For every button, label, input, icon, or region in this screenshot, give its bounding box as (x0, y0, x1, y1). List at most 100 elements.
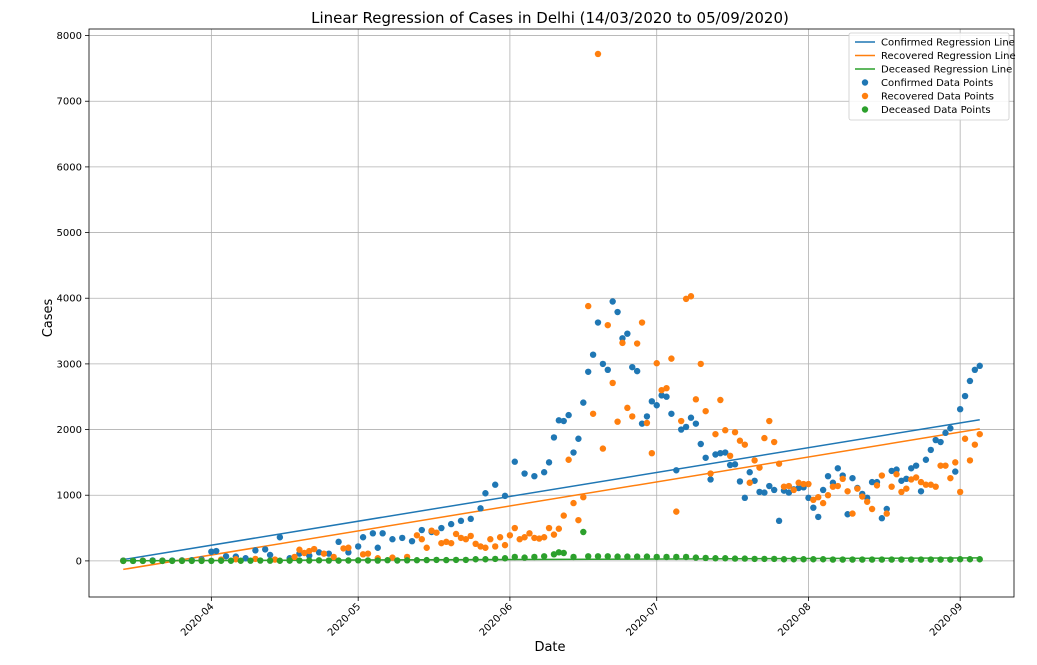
data-point (169, 557, 176, 565)
data-point (624, 404, 631, 412)
data-point (462, 536, 470, 543)
y-tick-label: 1000 (57, 491, 82, 502)
chart-title: Linear Regression of Cases in Delhi (14/… (311, 9, 789, 27)
data-point (198, 557, 205, 565)
data-point (878, 472, 886, 479)
data-point (648, 398, 656, 405)
data-point (643, 419, 651, 427)
data-point (570, 553, 577, 561)
data-point (903, 475, 910, 483)
data-point (961, 392, 969, 400)
data-point (912, 462, 920, 469)
data-point (286, 557, 293, 564)
data-point (271, 556, 279, 563)
data-point (824, 472, 832, 480)
data-point (599, 445, 607, 452)
data-point (702, 554, 709, 562)
data-point (374, 544, 381, 551)
data-point (668, 355, 675, 362)
data-point (697, 360, 704, 368)
data-point (418, 536, 426, 543)
data-point (560, 417, 567, 425)
data-point (927, 481, 934, 488)
data-point (658, 392, 665, 399)
data-point (770, 438, 778, 446)
data-point (565, 411, 572, 419)
data-point (452, 556, 460, 564)
data-point (237, 557, 244, 564)
data-point (276, 557, 284, 564)
legend-entry-label: Confirmed Regression Line (881, 38, 1015, 49)
data-point (702, 454, 709, 461)
data-point (868, 556, 876, 563)
data-point (766, 417, 773, 425)
legend-marker-swatch (861, 79, 869, 86)
data-point (829, 483, 837, 490)
data-point (731, 461, 739, 468)
data-point (824, 492, 832, 499)
data-point (120, 557, 127, 565)
data-point (580, 528, 587, 536)
data-point (550, 551, 558, 558)
data-point (903, 485, 910, 492)
data-point (966, 457, 974, 464)
data-point (702, 407, 709, 415)
data-point (922, 456, 930, 463)
data-point (457, 534, 465, 542)
data-point (819, 486, 827, 494)
data-point (736, 478, 744, 485)
data-point (511, 553, 518, 561)
data-point (780, 483, 788, 490)
data-point (296, 557, 303, 564)
data-point (697, 440, 704, 448)
data-point (222, 553, 230, 560)
data-point (932, 436, 939, 444)
data-point (785, 489, 793, 496)
data-point (775, 517, 783, 525)
data-point (731, 555, 739, 562)
data-point (868, 505, 876, 513)
data-point (746, 469, 753, 476)
data-point (819, 499, 827, 507)
data-point (325, 557, 333, 564)
data-point (952, 468, 959, 475)
data-point (452, 530, 460, 538)
data-point (492, 543, 499, 550)
data-point (878, 515, 886, 522)
y-tick-label: 4000 (57, 294, 82, 305)
data-point (418, 526, 426, 534)
data-point (501, 541, 509, 549)
data-point (717, 396, 724, 404)
data-point (682, 295, 690, 303)
data-point (306, 557, 313, 564)
data-point (790, 486, 797, 494)
data-point (423, 544, 430, 551)
data-point (335, 557, 342, 564)
data-point (531, 553, 538, 561)
y-tick-label: 0 (76, 556, 82, 567)
data-point (531, 472, 538, 480)
regression-line (123, 418, 980, 561)
data-point (971, 441, 979, 448)
data-point (570, 499, 577, 507)
data-point (354, 543, 362, 550)
data-point (565, 456, 572, 463)
data-point (722, 427, 729, 434)
data-point (800, 556, 807, 563)
data-point (653, 360, 660, 367)
y-tick-label: 6000 (57, 162, 82, 173)
data-point (433, 556, 440, 564)
data-point (188, 557, 195, 565)
data-point (751, 477, 758, 484)
data-point (756, 464, 763, 471)
x-axis-label: Date (534, 640, 565, 655)
data-point (927, 446, 934, 454)
data-point (800, 480, 807, 488)
x-tick-label: 2020-08 (776, 601, 813, 638)
data-point (908, 465, 915, 472)
data-point (942, 429, 949, 437)
data-point (545, 524, 553, 532)
data-point (575, 516, 582, 524)
data-point (815, 493, 822, 501)
data-point (927, 556, 934, 563)
